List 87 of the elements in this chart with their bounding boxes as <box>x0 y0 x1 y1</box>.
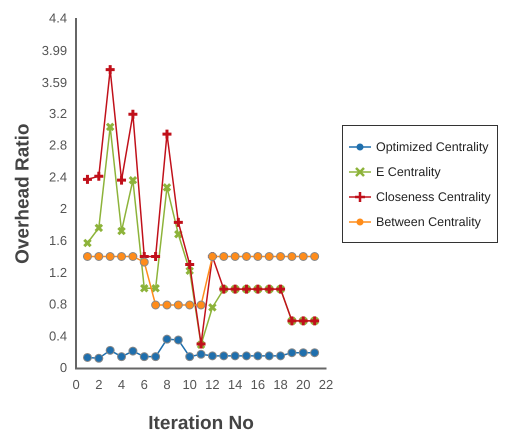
point <box>219 252 228 262</box>
point <box>162 300 172 310</box>
point <box>117 252 126 262</box>
x-tick-label: 16 <box>250 376 266 392</box>
point <box>82 252 92 262</box>
y-tick-label: 3.99 <box>42 42 68 58</box>
point <box>104 64 116 76</box>
point <box>185 300 194 310</box>
point <box>208 302 218 312</box>
point <box>116 174 128 186</box>
point <box>196 350 206 359</box>
point <box>94 252 104 262</box>
point <box>264 252 274 262</box>
point <box>172 216 184 228</box>
point <box>151 300 160 310</box>
point <box>126 108 139 120</box>
y-tick-label: 3.2 <box>49 106 68 121</box>
y-tick-label: 0 <box>60 360 68 376</box>
point <box>174 335 183 344</box>
point <box>140 352 149 362</box>
point <box>128 176 138 185</box>
point <box>94 223 104 233</box>
point <box>140 258 149 267</box>
point <box>276 351 286 360</box>
legend-label: Optimized Centrality <box>376 140 489 154</box>
point <box>94 354 104 363</box>
point <box>162 182 172 192</box>
point <box>253 351 262 360</box>
point <box>298 348 308 358</box>
point <box>105 122 115 132</box>
point <box>140 284 149 293</box>
point <box>242 252 251 262</box>
point <box>287 348 296 358</box>
point <box>253 252 262 262</box>
point <box>117 352 126 362</box>
legend-label: Closeness Centrality <box>376 190 491 204</box>
y-tick-label: 0.8 <box>49 296 68 312</box>
point <box>106 252 115 262</box>
point <box>230 351 240 360</box>
x-tick-label: 10 <box>182 376 197 392</box>
x-axis-title: Iteration No <box>148 412 254 434</box>
point <box>185 352 194 362</box>
x-tick-label: 8 <box>163 376 171 392</box>
y-tick-label: 2.4 <box>49 169 68 184</box>
point <box>81 173 94 186</box>
y-tick-label: 3.59 <box>42 74 68 90</box>
point <box>82 352 92 362</box>
point <box>92 170 105 182</box>
point <box>219 351 228 360</box>
y-tick-label: 0.4 <box>49 328 68 344</box>
y-tick-label: 2.8 <box>49 138 68 153</box>
point <box>116 226 126 236</box>
x-tick-label: 18 <box>273 376 288 392</box>
legend-label: Between Centrality <box>376 214 481 228</box>
x-tick-label: 2 <box>95 376 102 392</box>
y-tick-label: 4.4 <box>49 10 68 26</box>
x-tick-label: 4 <box>118 376 126 392</box>
legend-label: E Centrality <box>376 164 441 178</box>
point <box>242 351 251 360</box>
x-tick-label: 12 <box>205 376 220 392</box>
x-tick-label: 0 <box>72 376 80 392</box>
point <box>128 346 138 356</box>
point <box>174 300 183 310</box>
y-tick-label: 1.2 <box>49 264 68 280</box>
point <box>106 346 115 355</box>
point <box>287 252 296 262</box>
point <box>150 284 160 293</box>
y-axis-title: Overhead Ratio <box>12 123 34 264</box>
y-tick-label: 1.6 <box>49 232 68 248</box>
point <box>162 334 172 344</box>
point <box>128 252 138 262</box>
point <box>276 252 286 262</box>
y-tick-label: 2 <box>60 201 68 216</box>
x-tick-label: 20 <box>296 376 311 392</box>
point <box>208 351 217 360</box>
point <box>230 252 240 262</box>
x-tick-label: 22 <box>318 376 334 392</box>
x-tick-label: 6 <box>140 376 148 392</box>
point <box>310 252 320 262</box>
point <box>264 351 274 360</box>
point <box>160 128 173 140</box>
x-tick-label: 14 <box>228 376 242 392</box>
point <box>298 252 308 262</box>
point <box>196 300 206 310</box>
point <box>82 238 92 248</box>
point <box>151 352 160 362</box>
point <box>310 348 320 358</box>
